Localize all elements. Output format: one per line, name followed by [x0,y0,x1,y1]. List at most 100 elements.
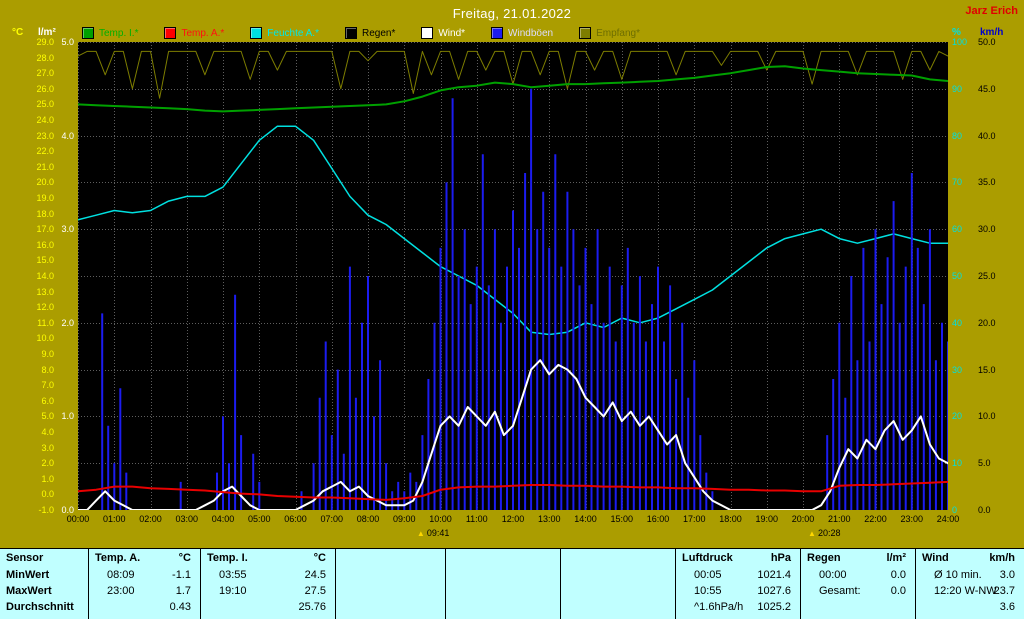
axis-tick-label: 26.0 [36,83,54,94]
axis-tick-label: 18.0 [36,208,54,219]
axis-tick-label: 6.0 [41,395,54,406]
x-axis-tick-label: 08:00 [356,514,380,524]
legend-item: Empfang* [579,27,640,39]
marker-time-label: 09:41 [426,528,450,538]
x-axis-tick-label: 14:00 [574,514,597,524]
stat-cell-value: 1025.2 [757,601,791,613]
x-axis-tick-label: 12:00 [501,514,525,524]
x-axis-tick-label: 00:00 [66,514,90,524]
axis-tick-label: 23.0 [36,130,54,141]
legend-swatch-icon [82,27,94,39]
x-axis-tick-label: 13:00 [537,514,561,524]
axis-tick-label: 1.0 [41,473,54,484]
axis-tick-label: 30 [952,364,963,375]
axis-tick-label: 5.0 [61,37,74,47]
axis-tick-label: 40.0 [978,130,996,141]
legend-swatch-icon [344,27,357,39]
legend-item-label: Regen* [361,27,396,39]
axis-tick-label: 10.0 [978,411,996,422]
axis-tick-label: 5.0 [978,458,991,469]
legend-item: Regen* [344,27,396,39]
stat-row-label: Sensor [6,552,44,564]
legend-item: Temp. A.* [164,27,224,39]
axis-tick-label: 4.0 [61,130,74,141]
axis-tick-label: -1.0 [38,505,54,515]
axis-tick-label: 45.0 [978,83,996,94]
stat-cell-value: 25.76 [298,601,326,613]
axis-tick-label: 24.0 [36,115,54,125]
x-axis-tick-label: 07:00 [320,514,344,524]
stat-section: Wind km/h Ø 10 min. 3.0 12:20 W-NW 23.7 3.6 [915,549,1024,619]
stat-row-label: MaxWert [6,585,52,597]
axis-tick-label: 60 [952,224,963,235]
axis-tick-label: 20.0 [978,317,996,328]
stat-cell-time: 03:55 [219,569,247,581]
x-axis-tick-label: 18:00 [719,514,742,524]
axis-tick-label: 29.0 [36,37,54,47]
legend-item-label: Temp. I.* [99,27,139,39]
axis-tick-label: 25.0 [978,271,996,281]
x-axis-tick-label: 15:00 [610,514,634,524]
axis-tick-label: 4.0 [41,427,54,437]
stat-cell-value: 1021.4 [757,569,791,581]
axis-tick-label: 3.0 [41,442,54,453]
x-axis-tick-label: 17:00 [682,514,706,524]
legend-item: Wind* [421,27,465,39]
stat-cell-value: 23.7 [993,585,1015,597]
axis-tick-label: 5.0 [41,411,54,422]
stat-cell-time: 00:00 [819,569,847,581]
legend-item-label: Empfang* [596,27,640,39]
stat-section-unit: l/m² [886,552,906,564]
axis-tick-label: 28.0 [36,52,54,63]
axis-tick-label: 50.0 [978,37,996,47]
x-axis-tick-label: 22:00 [864,514,887,524]
axis-tick-label: 80 [952,130,963,141]
x-axis-tick-label: 21:00 [827,514,851,524]
stat-section-name: Luftdruck [682,552,733,564]
axis-tick-label: 14.0 [36,271,54,281]
axis-tick-label: 30.0 [978,224,996,235]
stat-cell-value: 0.0 [890,585,906,597]
axis-tick-label: 70 [952,177,963,188]
stat-cell-time: 12:20 W-NW [934,585,997,597]
stat-cell-time: Gesamt: [819,585,861,597]
axis-tick-label: 0.0 [61,505,74,515]
page-title: Freitag, 21.01.2022 [452,6,572,21]
series-temp-i- [77,65,949,113]
x-axis-tick-label: 20:00 [791,514,815,524]
legend-swatch-icon [491,27,504,39]
stat-cell-time: 08:09 [107,569,135,581]
axis-tick-label: 12.0 [36,302,54,313]
x-axis-tick-label: 09:00 [392,514,416,524]
x-axis-tick-label: 19:00 [755,514,779,524]
legend-item: Windböen [491,27,553,39]
x-axis-tick-label: 01:00 [102,514,126,524]
axis-tick-label: 22.0 [36,146,54,157]
axis-tick-label: 27.0 [36,68,54,79]
stat-cell-value: 1.7 [175,585,191,597]
marker-time-label: 20:28 [817,528,841,538]
x-axis-tick-label: 02:00 [139,514,162,524]
stat-section: Regen l/m² 00:00 0.0 Gesamt: 0.0 [800,549,916,619]
x-axis-tick-label: 11:00 [465,514,488,524]
stat-row-label: Durchschnitt [6,601,74,613]
legend-item: Temp. I.* [82,27,138,39]
legend-swatch-icon [164,27,177,39]
axis-tick-label: 19.0 [36,193,54,203]
axis-tick-label: 17.0 [36,224,54,235]
axis-tick-label: 0.0 [978,505,991,515]
stat-cell-value: 0.0 [890,569,906,581]
axis-tick-label: 9.0 [41,349,54,359]
stat-section [335,549,446,619]
stat-cell-value: 24.5 [304,569,326,581]
series-windb-en [101,88,949,510]
marker-icon: ▲ [808,528,816,538]
stat-cell-value: 0.43 [169,601,191,613]
stat-cell-time: 10:55 [694,585,722,597]
windspeed-axis-unit: km/h [980,27,1004,38]
stats-table: Sensor MinWert MaxWert Durchschnitt Temp. A.… [0,548,1024,619]
time-marker: ▲ 09:41 [417,528,449,538]
axis-tick-label: 15.0 [978,364,996,375]
axis-tick-label: 2.0 [61,317,74,328]
axis-tick-label: 11.0 [37,317,54,328]
